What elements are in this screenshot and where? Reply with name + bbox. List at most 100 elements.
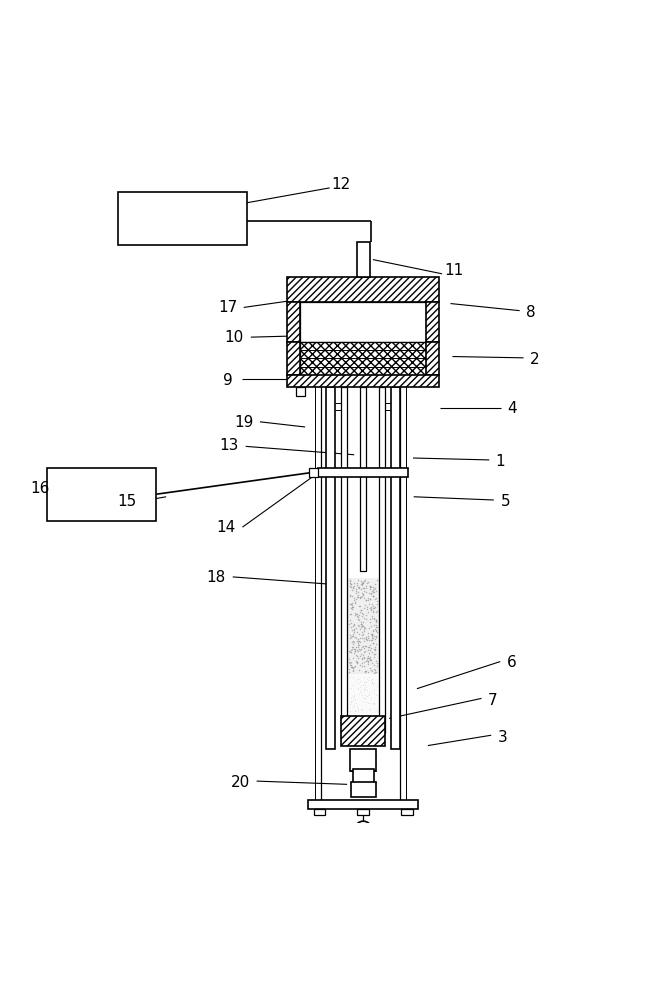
Point [362, 650, 373, 666]
Point [349, 578, 360, 594]
Point [366, 579, 376, 595]
Point [369, 681, 379, 697]
Point [348, 633, 358, 649]
Point [363, 664, 373, 680]
Point [356, 650, 367, 666]
Point [365, 618, 376, 634]
Point [361, 631, 371, 647]
Point [358, 586, 368, 602]
Point [363, 650, 374, 666]
Point [349, 592, 359, 608]
Point [352, 577, 362, 593]
Point [354, 637, 364, 653]
Point [354, 590, 365, 606]
Point [356, 684, 367, 700]
Point [345, 596, 356, 612]
Point [347, 622, 357, 638]
Point [371, 612, 381, 628]
Point [344, 616, 354, 632]
Point [367, 588, 378, 604]
Point [367, 588, 378, 604]
Point [353, 671, 363, 687]
Point [358, 638, 368, 654]
Point [359, 600, 369, 616]
Bar [391, 387, 400, 749]
Point [367, 588, 378, 604]
Point [349, 697, 360, 713]
Point [357, 577, 367, 593]
Point [357, 624, 367, 640]
Point [345, 573, 355, 589]
Point [365, 642, 375, 658]
Point [364, 669, 374, 685]
Point [353, 643, 363, 659]
Point [371, 628, 381, 644]
Point [348, 663, 358, 679]
Point [354, 686, 365, 702]
Bar [288, 342, 300, 375]
Point [364, 585, 374, 601]
Point [358, 583, 369, 599]
Point [347, 634, 358, 650]
Point [345, 655, 356, 671]
Point [363, 620, 374, 636]
Text: 19: 19 [234, 415, 253, 430]
Point [369, 662, 380, 678]
Point [352, 642, 363, 658]
Point [352, 700, 363, 716]
Point [370, 621, 380, 637]
Point [360, 607, 371, 623]
Point [371, 623, 381, 639]
Point [348, 689, 358, 705]
Point [361, 592, 371, 608]
Point [353, 584, 363, 600]
Text: 1: 1 [495, 454, 505, 469]
Point [360, 687, 370, 703]
Point [369, 584, 379, 600]
Point [361, 671, 372, 687]
Point [351, 585, 361, 601]
Bar [351, 782, 376, 797]
Point [354, 604, 365, 620]
Point [371, 613, 381, 629]
Point [344, 664, 354, 680]
Point [370, 664, 380, 680]
Point [350, 607, 360, 623]
Point [356, 617, 367, 633]
Point [349, 617, 359, 633]
Point [345, 644, 356, 660]
Point [368, 604, 378, 620]
Point [359, 690, 369, 706]
Point [350, 658, 361, 674]
Point [353, 617, 363, 633]
Point [347, 628, 357, 644]
Text: 7: 7 [487, 693, 497, 708]
Point [358, 618, 369, 634]
Point [352, 608, 362, 624]
Point [361, 631, 371, 647]
Point [349, 590, 359, 606]
Point [351, 673, 361, 689]
Point [356, 608, 367, 624]
Point [372, 596, 382, 612]
Point [355, 673, 365, 689]
Point [354, 633, 365, 649]
Point [356, 646, 367, 662]
Point [358, 580, 369, 596]
Text: 5: 5 [500, 494, 510, 509]
Point [360, 674, 371, 690]
Point [352, 654, 362, 670]
Point [360, 573, 370, 589]
Point [350, 605, 360, 621]
Point [367, 655, 377, 671]
Point [360, 597, 370, 613]
Point [345, 575, 355, 591]
Point [368, 600, 378, 616]
Point [345, 659, 356, 675]
Point [369, 661, 380, 677]
Point [367, 608, 377, 624]
Point [367, 663, 377, 679]
Point [367, 584, 378, 600]
Text: 13: 13 [219, 438, 239, 453]
Point [369, 696, 380, 712]
